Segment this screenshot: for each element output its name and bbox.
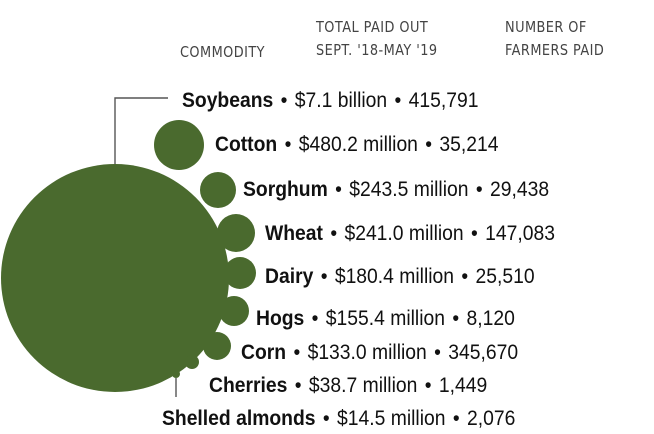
header-farmers-paid-line2: FARMERS PAID <box>505 41 605 59</box>
row-cherries: Cherries • $38.7 million • 1,449 <box>209 373 487 399</box>
farmers-paid-value: 147,083 <box>485 222 556 245</box>
commodity-name: Cherries <box>209 374 288 397</box>
farmers-paid-value: 25,510 <box>475 265 535 288</box>
bubble-soybeans <box>1 164 229 392</box>
bullet-separator: • <box>461 265 469 288</box>
bullet-separator: • <box>425 133 433 156</box>
bullet-separator: • <box>452 307 460 330</box>
total-paid-value: $14.5 million <box>337 407 446 430</box>
bubble-cherries <box>185 355 199 369</box>
bullet-separator: • <box>330 222 338 245</box>
soybeans-leader-line <box>114 97 168 164</box>
bullet-separator: • <box>293 341 301 364</box>
farmers-paid-value: 8,120 <box>466 307 515 330</box>
bullet-separator: • <box>335 178 342 201</box>
row-soybeans: Soybeans • $7.1 billion • 415,791 <box>182 88 478 114</box>
commodity-name: Corn <box>241 341 287 364</box>
total-paid-value: $241.0 million <box>344 222 464 245</box>
header-total-paid: TOTAL PAID OUT SEPT. '18-MAY '19 <box>316 16 438 62</box>
commodity-name: Shelled almonds <box>162 407 316 430</box>
bullet-separator: • <box>284 133 292 156</box>
total-paid-value: $38.7 million <box>308 374 418 397</box>
total-paid-value: $480.2 million <box>298 133 418 156</box>
row-cotton: Cotton • $480.2 million • 35,214 <box>215 132 499 158</box>
bubble-corn <box>203 332 231 360</box>
bubble-dairy <box>224 257 256 289</box>
bullet-separator: • <box>280 89 288 112</box>
farmers-paid-value: 2,076 <box>466 407 516 430</box>
farmers-paid-value: 35,214 <box>439 133 499 156</box>
total-paid-value: $243.5 million <box>349 178 469 201</box>
row-shelled-almonds: Shelled almonds • $14.5 million • 2,076 <box>162 406 515 432</box>
bullet-separator: • <box>475 178 483 201</box>
commodity-name: Hogs <box>256 307 305 330</box>
total-paid-value: $180.4 million <box>334 265 455 288</box>
commodity-name: Dairy <box>265 265 314 288</box>
header-farmers-paid: NUMBER OF FARMERS PAID <box>505 16 604 62</box>
bubble-wheat <box>217 214 255 252</box>
farmers-paid-value: 29,438 <box>490 178 550 201</box>
bullet-separator: • <box>471 222 478 245</box>
bullet-separator: • <box>394 89 402 112</box>
bubble-hogs <box>219 296 249 326</box>
row-sorghum: Sorghum • $243.5 million • 29,438 <box>243 177 549 203</box>
bubble-cotton <box>154 120 204 170</box>
farmers-paid-value: 1,449 <box>438 374 488 397</box>
total-paid-value: $133.0 million <box>307 341 427 364</box>
row-dairy: Dairy • $180.4 million • 25,510 <box>265 264 535 290</box>
farmers-paid-value: 345,670 <box>448 341 519 364</box>
header-farmers-paid-line1: NUMBER OF <box>505 18 587 36</box>
row-wheat: Wheat • $241.0 million • 147,083 <box>265 221 555 247</box>
bullet-separator: • <box>452 407 460 430</box>
commodity-name: Wheat <box>265 222 323 245</box>
total-paid-value: $7.1 billion <box>294 89 388 112</box>
farmers-paid-value: 415,791 <box>408 89 479 112</box>
bullet-separator: • <box>434 341 441 364</box>
commodity-name: Cotton <box>215 133 278 156</box>
header-total-paid-line2: SEPT. '18-MAY '19 <box>316 41 438 59</box>
bullet-separator: • <box>294 374 302 397</box>
header-total-paid-line1: TOTAL PAID OUT <box>316 18 429 36</box>
total-paid-value: $155.4 million <box>325 307 446 330</box>
bullet-separator: • <box>322 407 330 430</box>
bubble-sorghum <box>200 172 236 208</box>
row-corn: Corn • $133.0 million • 345,670 <box>241 340 518 366</box>
bullet-separator: • <box>320 265 328 288</box>
bullet-separator: • <box>311 307 319 330</box>
commodity-name: Soybeans <box>182 89 274 112</box>
commodity-name: Sorghum <box>243 178 328 201</box>
bullet-separator: • <box>424 374 432 397</box>
bubble-shelled-almonds <box>172 370 180 378</box>
header-commodity: COMMODITY <box>180 43 265 61</box>
row-hogs: Hogs • $155.4 million • 8,120 <box>256 306 515 332</box>
